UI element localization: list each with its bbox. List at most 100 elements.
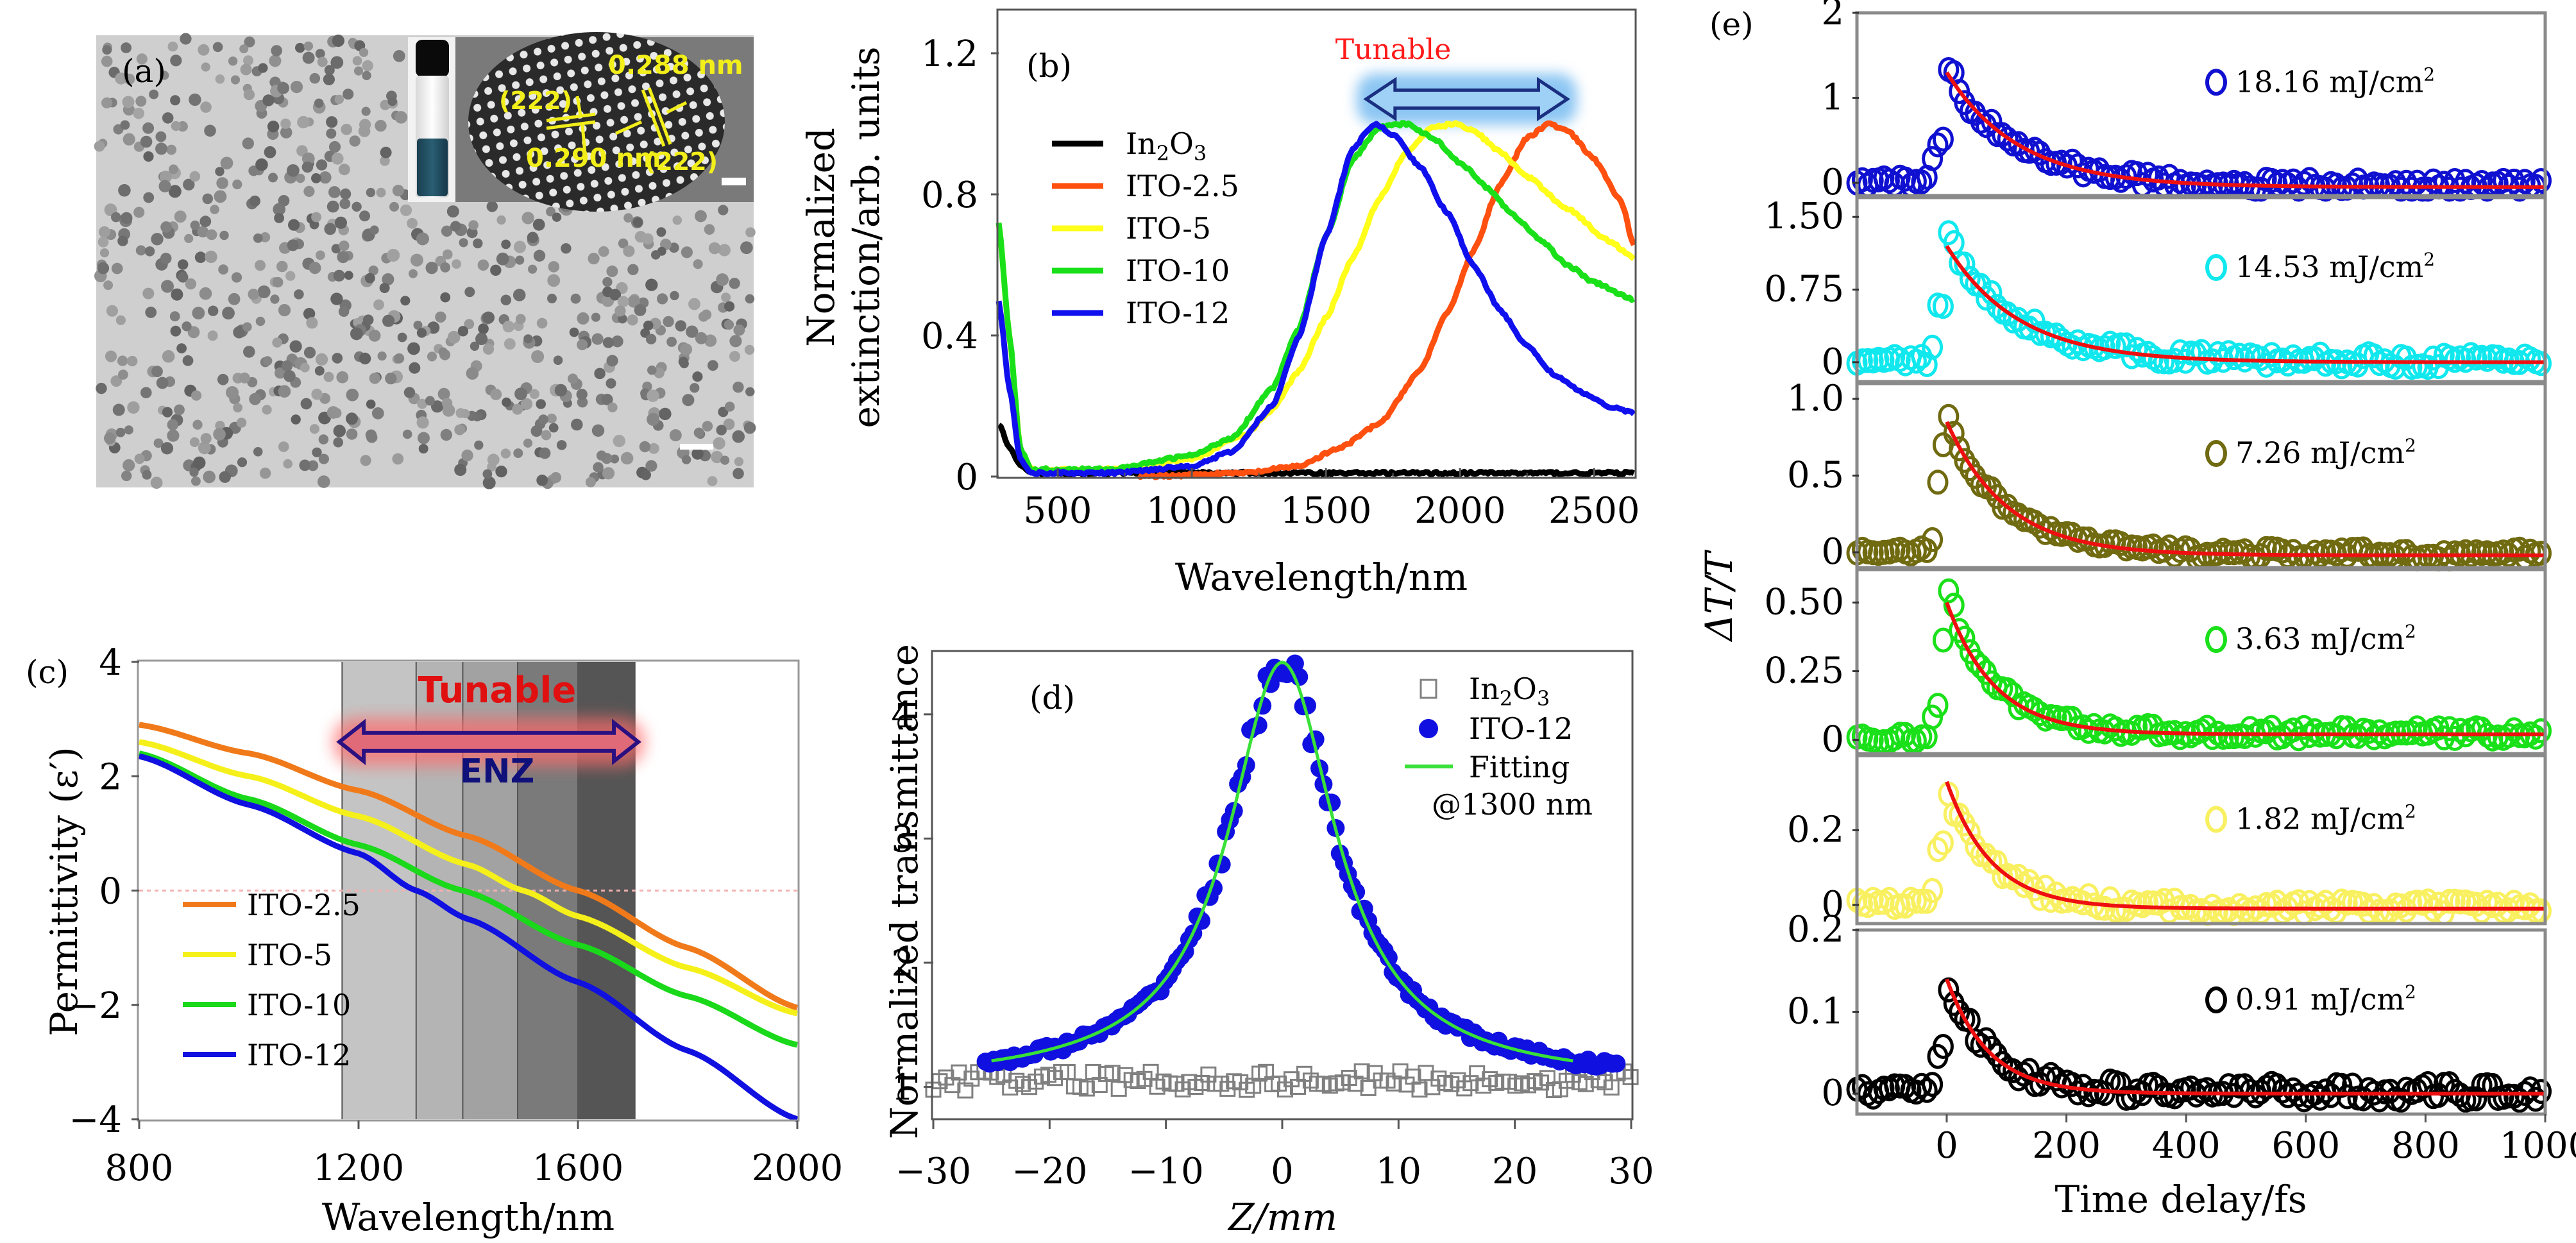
nanoparticle xyxy=(366,187,376,198)
nanoparticle xyxy=(371,407,384,419)
nanoparticle xyxy=(349,135,360,147)
y-tick-label: 0.8 xyxy=(921,174,978,216)
nanoparticle xyxy=(248,289,259,300)
nanoparticle xyxy=(285,271,296,281)
nanoparticle xyxy=(121,42,132,53)
nanoparticle xyxy=(438,347,448,357)
nanoparticle xyxy=(680,343,693,356)
nanoparticle xyxy=(237,457,248,468)
nanoparticle xyxy=(311,389,323,400)
y-tick-label: −4 xyxy=(69,1099,122,1141)
data-marker xyxy=(1970,273,1992,298)
nanoparticle xyxy=(177,271,189,283)
nanoparticle xyxy=(724,301,735,312)
data-marker xyxy=(1927,469,1949,495)
nanoparticle xyxy=(343,89,354,100)
nanoparticle xyxy=(243,89,255,101)
nanoparticle xyxy=(269,55,282,67)
nanoparticle xyxy=(577,339,588,351)
nanoparticle xyxy=(233,403,242,412)
nanoparticle xyxy=(477,259,489,271)
data-marker xyxy=(1970,1033,1992,1058)
nanoparticle xyxy=(242,322,252,332)
data-marker xyxy=(2466,892,2487,917)
nanoparticle xyxy=(297,115,310,129)
nanoparticle xyxy=(744,344,755,355)
nanoparticle xyxy=(359,352,371,365)
nanoparticle xyxy=(496,252,509,266)
nanoparticle xyxy=(358,125,371,137)
nanoparticle xyxy=(623,213,633,223)
nanoparticle xyxy=(166,144,177,155)
x-tick-label: 800 xyxy=(105,1147,174,1189)
nanoparticle xyxy=(387,96,397,106)
nanoparticle xyxy=(570,293,581,304)
nanoparticle xyxy=(531,350,545,363)
nanoparticle xyxy=(552,212,562,222)
nanoparticle xyxy=(359,47,369,57)
nanoparticle xyxy=(702,421,713,432)
nanoparticle xyxy=(284,370,296,382)
nanoparticle xyxy=(140,135,153,148)
subplot-6: 0 0.1 0.2 0.91 mJ/cm2 xyxy=(1787,909,2552,1116)
nanoparticle xyxy=(532,218,545,231)
nanoparticle xyxy=(380,146,392,158)
nanoparticle xyxy=(189,171,201,182)
nanoparticle xyxy=(672,216,682,225)
panel-b-x-axis-label: Wavelength/nm xyxy=(1175,555,1468,599)
nanoparticle xyxy=(528,264,538,274)
nanoparticle xyxy=(318,453,329,464)
data-marker xyxy=(2347,723,2369,749)
nanoparticle xyxy=(359,210,370,222)
nanoparticle xyxy=(473,238,483,249)
nanoparticle xyxy=(178,259,189,270)
legend-swatch-ito12 xyxy=(1419,719,1438,738)
data-marker xyxy=(1922,1072,1944,1097)
legend-marker xyxy=(2205,254,2227,282)
nanoparticle xyxy=(201,62,210,72)
nanoparticle xyxy=(330,292,343,305)
nanoparticle xyxy=(400,204,412,216)
nanoparticle xyxy=(729,335,742,348)
nanoparticle xyxy=(450,221,461,232)
data-marker xyxy=(1922,877,1944,903)
nanoparticle xyxy=(167,419,179,431)
in2o3-marker xyxy=(1078,1080,1095,1097)
ito12-marker xyxy=(1607,1054,1626,1073)
nanoparticle xyxy=(231,272,242,283)
data-marker xyxy=(1997,493,2019,519)
nanoparticle xyxy=(160,442,174,455)
nanoparticle xyxy=(299,459,311,471)
nanoparticle xyxy=(306,317,318,329)
legend-marker xyxy=(2205,626,2227,654)
nanoparticle xyxy=(150,477,163,489)
nanoparticle xyxy=(486,201,498,212)
nanoparticle xyxy=(222,307,235,320)
nanoparticle xyxy=(205,250,217,264)
data-marker xyxy=(1943,421,1965,446)
nanoparticle xyxy=(199,287,212,300)
nanoparticle xyxy=(204,124,216,137)
nanoparticle xyxy=(620,452,634,465)
panel-c-label: (c) xyxy=(26,654,69,691)
nanoparticle xyxy=(274,213,284,223)
nanoparticle xyxy=(197,226,209,238)
data-marker xyxy=(2406,169,2428,195)
tunable-annotation-c: Tunable xyxy=(418,670,577,711)
nanoparticle xyxy=(336,371,349,384)
x-tick-label: 1000 xyxy=(2500,1125,2576,1167)
nanoparticle xyxy=(431,400,444,413)
nanoparticle xyxy=(136,53,148,65)
nanoparticle xyxy=(215,74,225,84)
nanoparticle xyxy=(101,97,113,108)
nanoparticle xyxy=(303,185,315,197)
ito12-marker xyxy=(1290,668,1309,686)
nanoparticle xyxy=(362,314,374,326)
data-marker xyxy=(1959,456,1981,482)
nanoparticle xyxy=(547,293,557,303)
nanoparticle xyxy=(418,432,430,444)
nanoparticle xyxy=(668,242,679,253)
x-tick-label: 2500 xyxy=(1548,490,1640,532)
panel-b-label: (b) xyxy=(1026,47,1072,85)
panel-c-y-ticks: −4 −2 0 2 4 xyxy=(69,642,139,1141)
